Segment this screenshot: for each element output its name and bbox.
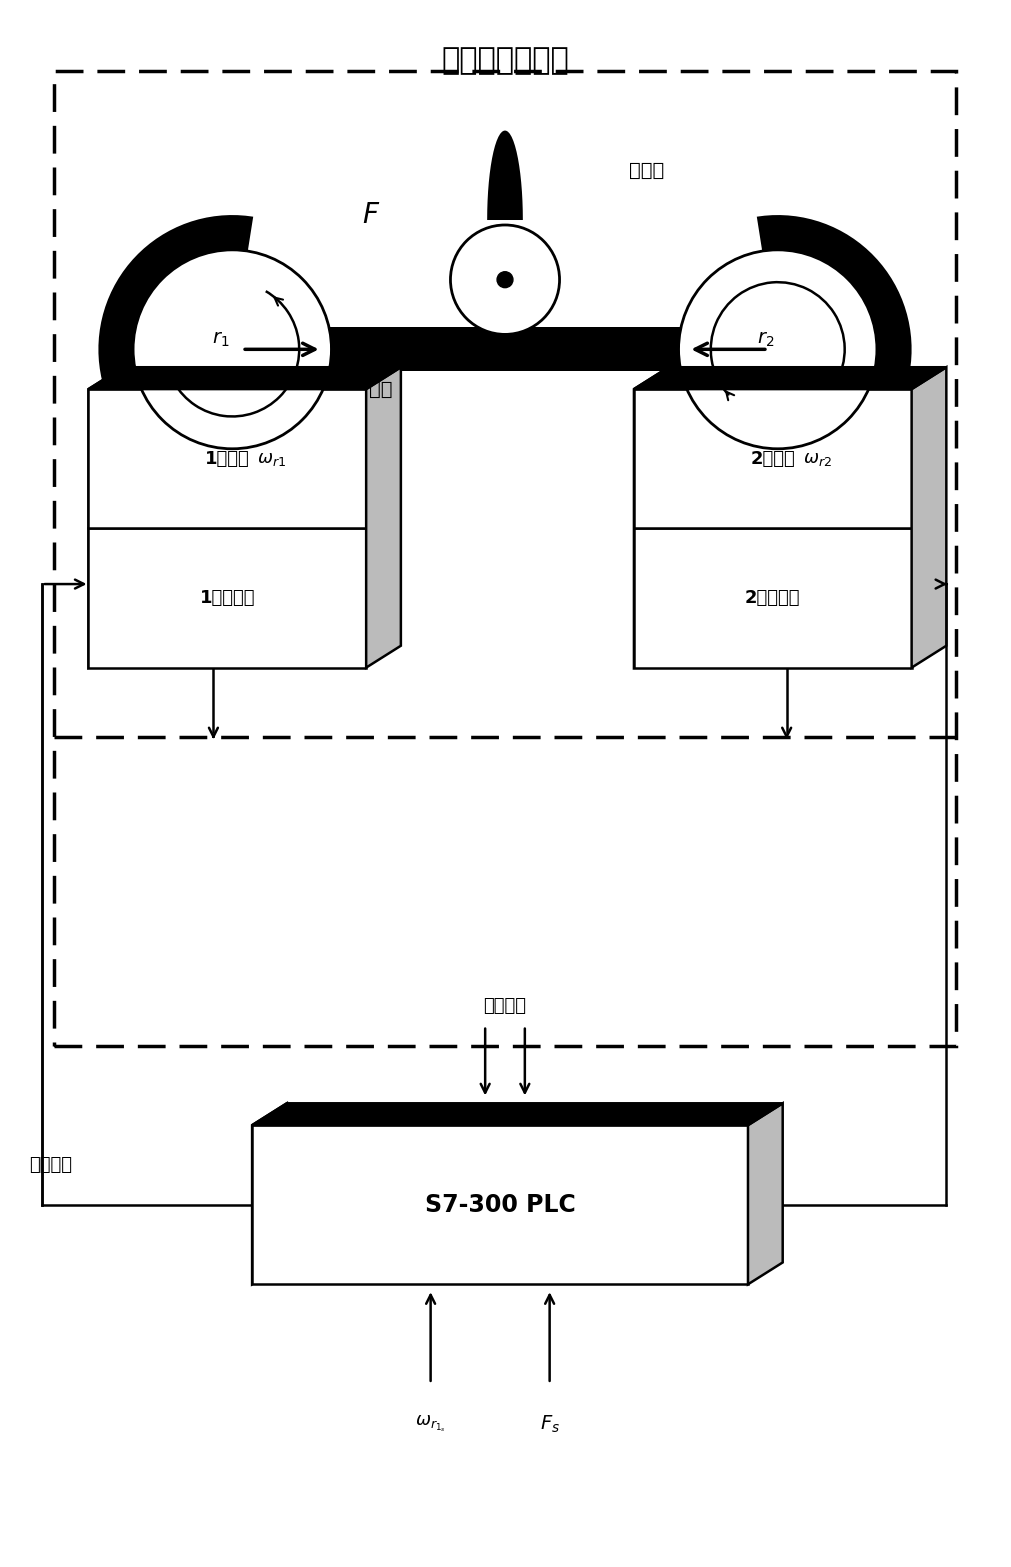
Polygon shape <box>89 389 366 528</box>
Text: 1号电机: 1号电机 <box>205 450 250 467</box>
Text: $\omega_{r_{1_s}}$: $\omega_{r_{1_s}}$ <box>416 1413 446 1434</box>
Text: 张力反馈: 张力反馈 <box>483 997 527 1015</box>
Text: 浮动辊: 浮动辊 <box>629 161 664 180</box>
Text: 2号电机: 2号电机 <box>750 450 796 467</box>
Polygon shape <box>634 367 946 389</box>
Polygon shape <box>89 528 366 668</box>
Circle shape <box>451 226 559 334</box>
Polygon shape <box>634 528 912 668</box>
Polygon shape <box>634 367 668 668</box>
Text: S7-300 PLC: S7-300 PLC <box>425 1192 575 1216</box>
Text: $r_1$: $r_1$ <box>211 331 229 349</box>
Polygon shape <box>252 1125 748 1285</box>
Text: $\omega_{r1}$: $\omega_{r1}$ <box>257 450 286 467</box>
Circle shape <box>678 249 877 448</box>
Circle shape <box>133 249 332 448</box>
Text: 皮带: 皮带 <box>369 379 393 398</box>
Polygon shape <box>89 367 401 389</box>
Text: 2号变频器: 2号变频器 <box>745 589 801 606</box>
Polygon shape <box>757 215 912 484</box>
Bar <box>233 328 777 371</box>
Text: $\omega_1$: $\omega_1$ <box>175 610 198 627</box>
Polygon shape <box>912 367 946 668</box>
Polygon shape <box>487 130 523 219</box>
Polygon shape <box>252 1103 287 1285</box>
Polygon shape <box>748 1103 783 1285</box>
Polygon shape <box>252 1103 783 1125</box>
Text: $F$: $F$ <box>362 201 380 229</box>
Circle shape <box>497 271 513 288</box>
Polygon shape <box>98 215 253 484</box>
Polygon shape <box>634 389 912 528</box>
Text: $\omega_{r2}$: $\omega_{r2}$ <box>803 450 831 467</box>
Text: $F_s$: $F_s$ <box>540 1413 560 1435</box>
Polygon shape <box>366 367 401 668</box>
Text: 转速反馈: 转速反馈 <box>29 1156 72 1174</box>
Bar <box>54 71 956 1045</box>
Text: 两电机调速系统: 两电机调速系统 <box>441 47 569 75</box>
Text: $\omega_2$: $\omega_2$ <box>802 610 825 627</box>
Polygon shape <box>89 367 123 668</box>
Text: $r_2$: $r_2$ <box>757 331 774 349</box>
Text: 1号变频器: 1号变频器 <box>199 589 255 606</box>
